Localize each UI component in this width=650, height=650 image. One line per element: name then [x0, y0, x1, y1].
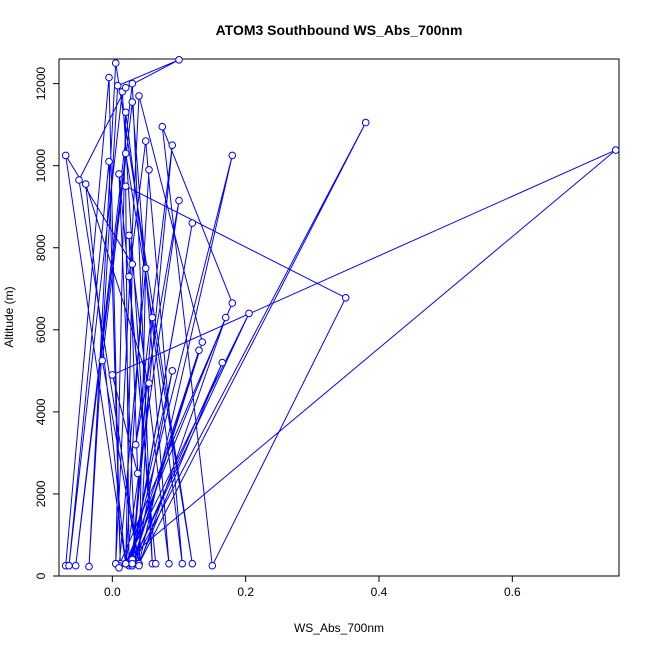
- data-point: [175, 196, 183, 205]
- y-tick-label: 6000: [34, 316, 48, 343]
- data-point: [61, 151, 70, 160]
- data-point: [121, 108, 130, 117]
- data-point: [71, 561, 80, 570]
- data-point: [121, 559, 130, 568]
- data-point: [121, 182, 130, 190]
- data-point: [175, 56, 183, 64]
- series-layer: [61, 56, 620, 572]
- y-tick-label: 4000: [34, 398, 48, 425]
- data-point: [178, 559, 187, 568]
- data-point: [128, 79, 137, 88]
- data-point: [145, 166, 153, 174]
- chart-title: ATOM3 Southbound WS_Abs_700nm: [216, 22, 463, 38]
- y-tick-label: 12000: [34, 67, 48, 101]
- data-point: [195, 346, 203, 355]
- data-point: [208, 561, 217, 570]
- data-point: [128, 98, 137, 106]
- data-point: [168, 141, 177, 149]
- y-axis: 0 2000 4000 6000 8000 10000 12000: [34, 67, 60, 579]
- data-point: [125, 272, 133, 281]
- data-point: [105, 157, 113, 166]
- x-tick-label: 0.6: [504, 585, 521, 599]
- data-point: [135, 92, 143, 100]
- data-point: [128, 260, 137, 269]
- data-point: [115, 564, 123, 572]
- series-line: [65, 59, 617, 568]
- data-point: [81, 180, 90, 188]
- data-point: [111, 59, 120, 67]
- x-axis: 0.0 0.2 0.4 0.6: [104, 575, 521, 599]
- x-axis-label: WS_Abs_700nm: [294, 621, 384, 635]
- data-point: [221, 313, 230, 322]
- y-tick-label: 8000: [34, 234, 48, 261]
- data-point: [218, 358, 227, 367]
- data-point: [121, 149, 130, 158]
- y-tick-label: 0: [34, 572, 48, 579]
- y-tick-label: 2000: [34, 480, 48, 507]
- y-tick-label: 10000: [34, 149, 48, 183]
- data-point: [198, 338, 207, 346]
- data-point: [105, 73, 113, 82]
- data-point: [125, 231, 133, 240]
- x-tick-label: 0.4: [371, 585, 388, 599]
- data-point: [85, 562, 93, 571]
- data-point: [128, 559, 137, 568]
- y-axis-label: Altitude (m): [2, 286, 16, 347]
- data-point: [341, 294, 350, 302]
- data-point: [133, 469, 142, 478]
- data-point: [245, 309, 253, 318]
- data-point: [145, 379, 153, 388]
- data-point: [158, 122, 167, 131]
- data-point: [113, 81, 122, 90]
- data-point: [65, 561, 73, 570]
- data-point: [75, 176, 83, 184]
- data-point: [148, 313, 157, 322]
- data-point: [115, 170, 123, 178]
- data-point: [108, 371, 117, 379]
- data-point: [611, 146, 620, 154]
- data-point: [188, 559, 197, 568]
- data-point: [98, 356, 107, 365]
- x-tick-label: 0.2: [237, 585, 254, 599]
- data-point: [228, 299, 237, 307]
- data-point: [228, 151, 237, 160]
- data-point: [141, 264, 150, 273]
- data-point: [361, 118, 370, 127]
- data-point: [188, 219, 197, 227]
- data-point: [135, 561, 143, 570]
- data-point: [168, 367, 177, 375]
- data-point: [121, 83, 130, 92]
- data-point: [131, 440, 140, 449]
- x-tick-label: 0.0: [104, 585, 121, 599]
- data-point: [151, 559, 160, 568]
- data-point: [141, 137, 150, 145]
- data-point: [165, 559, 173, 568]
